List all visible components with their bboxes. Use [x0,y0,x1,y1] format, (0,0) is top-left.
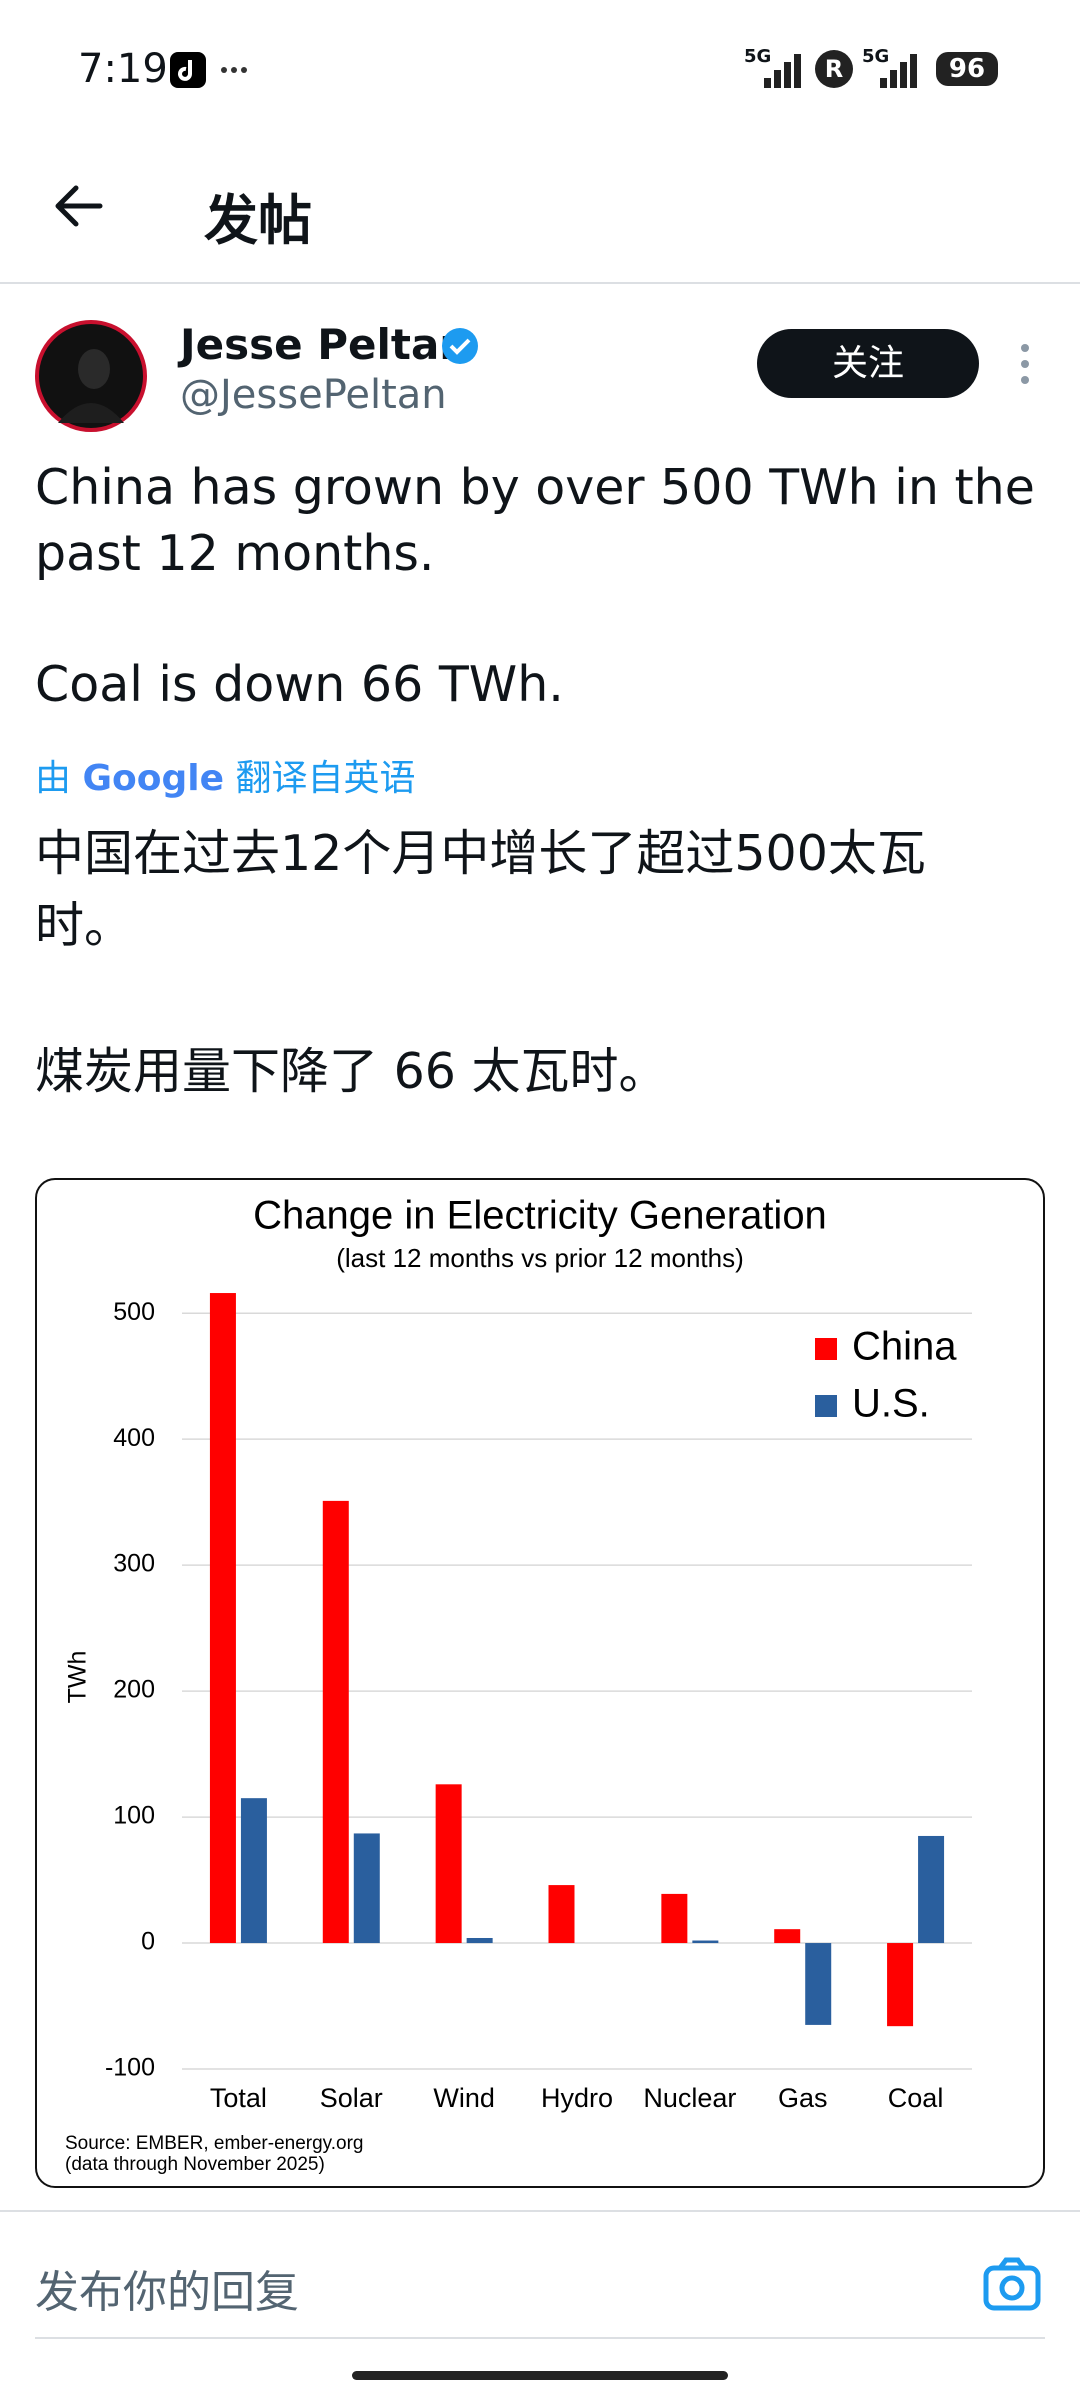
x-tick-label: Nuclear [643,2083,736,2113]
reply-input[interactable]: 发布你的回复 [35,2267,299,2318]
source-note: Source: EMBER, ember-energy.org [65,2133,364,2154]
y-tick-label: 300 [113,1550,155,1578]
bar [353,1833,380,1944]
signal-icon [764,54,801,88]
bar [322,1500,349,1944]
y-tick-label: -100 [105,2054,155,2082]
bar [887,1943,914,2027]
x-tick-label: Hydro [541,2083,613,2113]
bar [918,1835,945,1944]
chart: Change in Electricity Generation (last 1… [64,1194,972,2175]
bar [661,1893,688,1944]
y-tick-label: 200 [113,1676,155,1704]
author-name[interactable]: Jesse Peltan [180,320,470,369]
y-tick-label: 500 [113,1298,155,1326]
author-handle[interactable]: @JessePeltan [180,372,447,418]
chart-image[interactable]: Change in Electricity Generation (last 1… [35,1178,1045,2188]
bar [805,1943,832,2025]
translation-text: 煤炭用量下降了 66 太瓦时。 [35,1043,668,1100]
post-text: China has grown by over 500 TWh in the p… [35,459,1035,582]
x-tick-label: Gas [778,2083,828,2113]
translate-label[interactable]: 由 Google 翻译自英语 [35,749,415,801]
x-tick-label: Solar [320,2083,383,2113]
signal-icon [880,54,917,88]
bar [692,1940,719,1944]
chart-title: Change in Electricity Generation [253,1194,827,1238]
follow-button[interactable]: 关注 [757,329,979,398]
legend-label: China [852,1325,957,1369]
x-tick-label: Total [210,2083,267,2113]
network-label: 5G [744,46,772,67]
divider [35,2337,1045,2339]
legend-swatch [815,1338,837,1360]
google-logo: Google [82,758,225,799]
bar [774,1929,801,1944]
header-title: 发帖 [204,189,312,252]
more-button[interactable] [1010,340,1040,390]
post-text: Coal is down 66 TWh. [35,656,564,713]
bar [209,1293,236,1944]
y-tick-label: 0 [141,1928,155,1956]
y-tick-label: 400 [113,1424,155,1452]
translation-text: 中国在过去12个月中增长了超过500太瓦时。 [35,825,926,954]
status-icons-left [170,52,247,88]
network-label: 5G [862,46,890,67]
camera-button[interactable] [982,2256,1042,2312]
chart-subtitle: (last 12 months vs prior 12 months) [336,1243,744,1273]
bar [435,1784,462,1944]
status-time: 7:19 [78,46,168,92]
sim-badge: R [815,50,853,88]
translate-text: 翻译自英语 [235,758,416,799]
battery: 96 [936,52,998,86]
legend-label: U.S. [852,1382,930,1426]
verified-badge [442,328,478,364]
divider [0,282,1080,284]
bar [466,1937,493,1944]
translate-by: 由 [35,758,72,799]
y-axis-label: TWh [64,1651,92,1704]
x-tick-label: Wind [433,2083,495,2113]
bar [548,1885,575,1944]
source-note: (data through November 2025) [65,2154,325,2175]
home-indicator [352,2371,728,2380]
avatar[interactable] [34,319,148,433]
back-button[interactable] [48,176,108,236]
divider [0,2210,1080,2212]
x-tick-label: Coal [888,2083,944,2113]
bar [240,1798,267,1944]
y-tick-label: 100 [113,1802,155,1830]
legend-swatch [815,1395,837,1417]
